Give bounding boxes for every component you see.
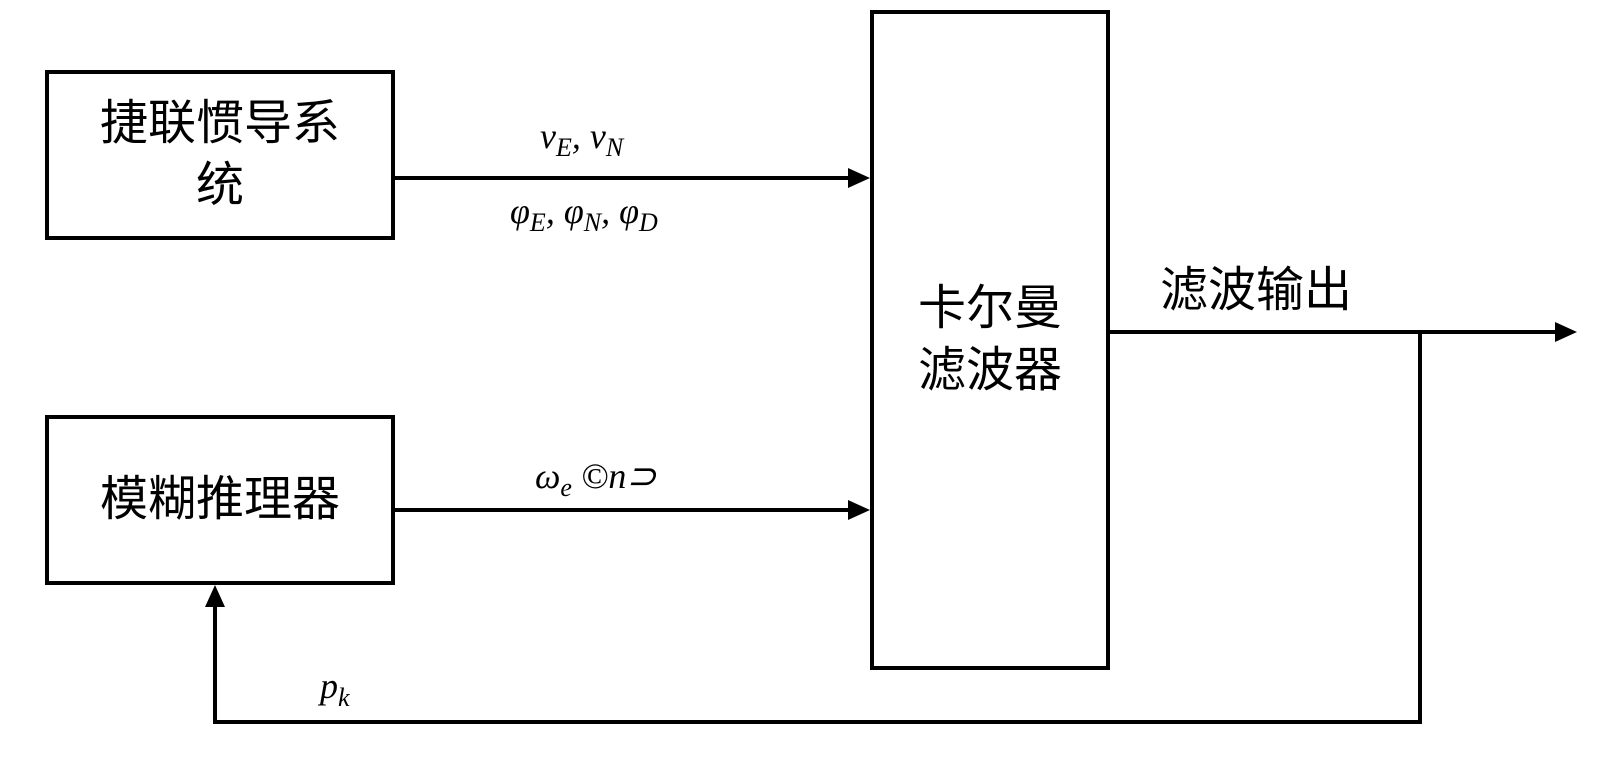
arrow-kalman-output xyxy=(1110,330,1560,334)
arrow-sins-kalman xyxy=(395,176,850,180)
feedback-vertical-down xyxy=(1418,332,1422,724)
pk-label: pk xyxy=(320,665,350,713)
kalman-box: 卡尔曼滤波器 xyxy=(870,10,1110,670)
arrow-fuzzy-kalman xyxy=(395,508,850,512)
feedback-horizontal xyxy=(215,720,1422,724)
velocity-label: vE, vN xyxy=(540,115,623,163)
output-label: 滤波输出 xyxy=(1160,250,1352,320)
kalman-label: 卡尔曼滤波器 xyxy=(918,278,1062,403)
phi-label: φE, φN, φD xyxy=(510,190,658,238)
arrowhead-feedback xyxy=(205,585,225,607)
sins-box: 捷联惯导系统 xyxy=(45,70,395,240)
feedback-vertical-up xyxy=(213,605,217,724)
arrowhead-kalman-output xyxy=(1555,322,1577,342)
omega-label: ωe ©n⊃ xyxy=(535,455,657,503)
fuzzy-box: 模糊推理器 xyxy=(45,415,395,585)
arrowhead-fuzzy-kalman xyxy=(848,500,870,520)
fuzzy-label: 模糊推理器 xyxy=(100,469,340,531)
sins-label: 捷联惯导系统 xyxy=(100,93,340,218)
arrowhead-sins-kalman xyxy=(848,168,870,188)
